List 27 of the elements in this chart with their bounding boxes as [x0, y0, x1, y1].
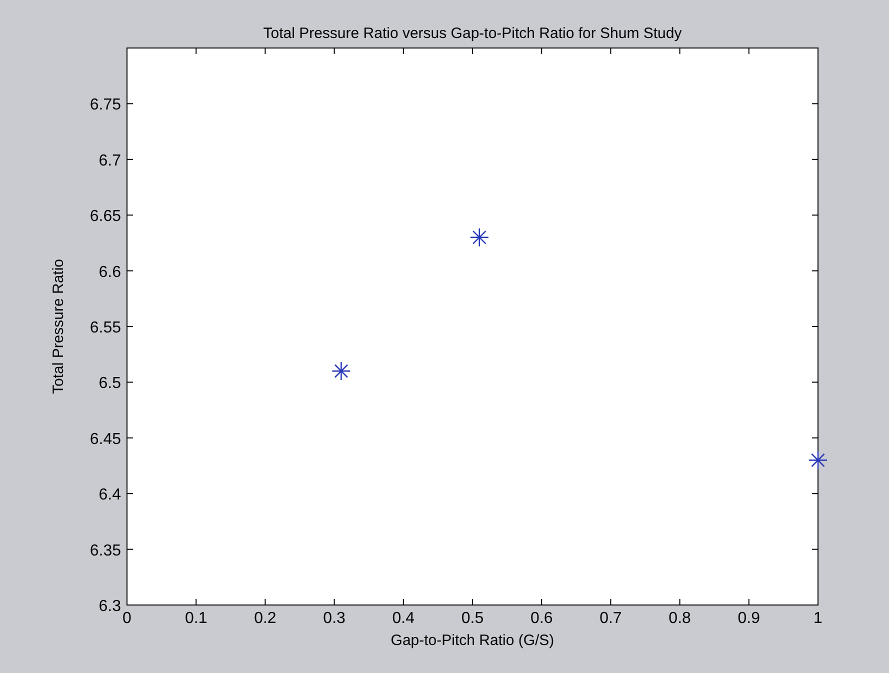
y-axis-title: Total Pressure Ratio — [50, 258, 67, 394]
point — [808, 450, 828, 470]
y-tick-label: 6.65 — [90, 208, 122, 226]
x-tick-label: 0.7 — [600, 610, 622, 627]
x-tick-label: 0.9 — [738, 610, 760, 627]
x-tick-label: 0.3 — [323, 610, 346, 627]
y-tick-label: 6.4 — [98, 486, 122, 504]
x-tick-label: 0.6 — [530, 610, 553, 627]
y-tick-label: 6.7 — [98, 152, 122, 170]
y-tick-label: 6.45 — [90, 430, 122, 448]
y-tick-label: 6.6 — [98, 264, 122, 281]
x-tick-label: 0.4 — [392, 610, 415, 627]
x-tick-label: 0.2 — [254, 610, 276, 627]
point — [470, 228, 490, 248]
y-tick-label: 6.75 — [90, 96, 122, 114]
y-tick-label: 6.35 — [90, 542, 122, 560]
x-axis-title: Gap-to-Pitch Ratio (G/S) — [390, 632, 554, 649]
y-tick-label: 6.5 — [98, 375, 122, 392]
x-tick-label: 0 — [122, 610, 132, 627]
x-tick-label: 0.8 — [668, 610, 692, 627]
point — [332, 361, 351, 381]
x-tick-label: 1 — [814, 610, 823, 627]
chart-title: Total Pressure Ratio versus Gap-to-Pitch Ratio for Shum Study — [263, 25, 682, 42]
x-tick-label: 0.1 — [184, 610, 208, 627]
y-tick-label: 6.3 — [98, 598, 122, 615]
x-tick-label: 0.5 — [461, 610, 484, 627]
y-tick-label: 6.55 — [90, 320, 122, 336]
